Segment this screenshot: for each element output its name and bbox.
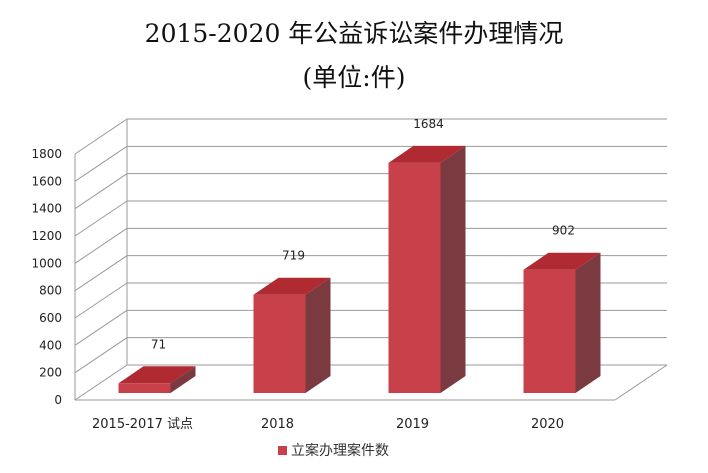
x-category-label: 2019 xyxy=(396,417,429,432)
gridline-side xyxy=(74,200,128,237)
y-tick-label: 200 xyxy=(39,366,62,380)
y-axis-ticks: 0 200 400 600 800 1000 1200 1400 1600 1800 xyxy=(31,147,62,407)
bar-top xyxy=(388,145,466,163)
y-tick-label: 1200 xyxy=(31,229,62,243)
y-tick-label: 400 xyxy=(39,338,62,352)
bar-side xyxy=(305,277,331,393)
data-label: 719 xyxy=(282,249,305,263)
bar-front xyxy=(388,162,441,393)
y-tick-label: 600 xyxy=(39,311,62,325)
gridline-side xyxy=(74,255,128,292)
x-category-label: 2015-2017 试点 xyxy=(92,417,193,432)
y-tick-label: 0 xyxy=(54,393,62,407)
data-label: 902 xyxy=(552,224,575,238)
legend: 立案办理案件数 xyxy=(278,440,389,460)
bar-side xyxy=(575,252,601,393)
bar-top xyxy=(253,277,331,295)
gridline-side xyxy=(74,309,128,346)
gridline-side xyxy=(74,364,128,401)
gridline-side xyxy=(74,145,128,182)
y-tick-label: 800 xyxy=(39,284,62,298)
bar-front xyxy=(523,269,576,393)
bar-0 xyxy=(118,366,196,393)
y-tick-label: 1800 xyxy=(31,147,62,161)
bar-3 xyxy=(523,252,601,393)
data-label: 1684 xyxy=(413,117,444,131)
bar-side xyxy=(170,366,196,393)
y-tick-label: 1000 xyxy=(31,256,62,270)
bar-front xyxy=(253,294,306,393)
gridline-side xyxy=(74,118,128,155)
floor-right-edge xyxy=(614,364,668,401)
chart-title: 2015-2020 年公益诉讼案件办理情况 xyxy=(144,19,564,48)
gridline-side xyxy=(74,337,128,374)
chart-subtitle: (单位:件) xyxy=(302,63,406,92)
bar-top xyxy=(118,366,196,384)
gridline-side xyxy=(74,173,128,210)
bar-top xyxy=(523,252,601,270)
data-label: 71 xyxy=(151,337,166,351)
bar-front xyxy=(118,383,171,393)
legend-label: 立案办理案件数 xyxy=(291,443,389,459)
gridline-side xyxy=(74,282,128,319)
x-category-label: 2018 xyxy=(261,417,294,432)
bars xyxy=(118,145,601,393)
y-tick-label: 1600 xyxy=(31,174,62,188)
x-axis-categories: 2015-2017 试点 2018 2019 2020 xyxy=(92,417,564,432)
data-labels: 71 719 1684 902 xyxy=(151,117,575,351)
bar-2 xyxy=(388,145,466,393)
x-category-label: 2020 xyxy=(531,417,564,432)
legend-swatch xyxy=(278,445,287,455)
bar-side xyxy=(440,145,466,393)
gridline-side xyxy=(74,227,128,264)
bar-1 xyxy=(253,277,331,393)
y-tick-label: 1400 xyxy=(31,202,62,216)
